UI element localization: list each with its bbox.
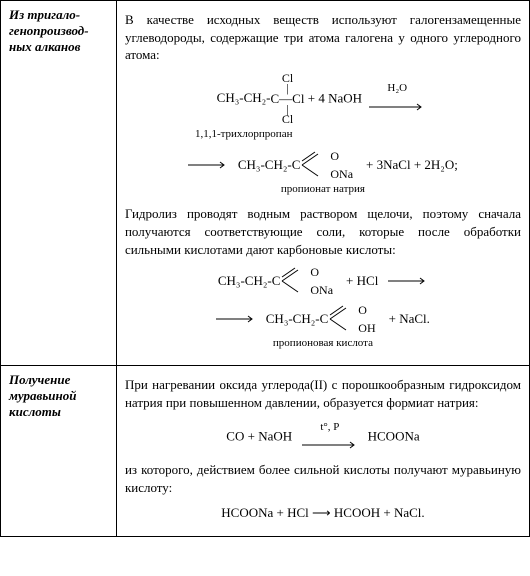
row2-eq1-right: HCOONa — [368, 428, 420, 443]
row2-title: Получение муравьиной кислоты — [9, 372, 76, 419]
eq1-left: CH₃-CH₂- — [217, 90, 271, 105]
eq1-plus: + 4 NaOH — [308, 90, 362, 105]
row2-eq1-cond: t°, P — [302, 420, 358, 435]
eq1-cond: H₂O — [369, 81, 425, 96]
row1-left-cell: Из тригало- генопроизвод- ных алканов — [1, 1, 117, 366]
eq4-tail: + NaCl. — [389, 311, 430, 326]
row2-right-cell: При нагревании оксида углерода(II) с пор… — [116, 366, 529, 537]
bond-icon — [280, 266, 310, 296]
arrow-icon — [369, 103, 425, 111]
eq4-o: O — [358, 304, 375, 316]
eq4-caption: пропионовая кислота — [125, 336, 521, 351]
arrow-icon — [388, 277, 428, 285]
row1-eq2: CH₃-CH₂-C O ONa + 3NaCl + 2H₂O; пропиона… — [125, 150, 521, 197]
eq1-cl-bot: Cl — [271, 113, 305, 125]
eq3-ona: ONa — [310, 284, 333, 296]
table-row: Получение муравьиной кислоты При нагрева… — [1, 366, 530, 537]
eq2-left: CH₃-CH₂-C — [238, 156, 301, 174]
row1-title: Из тригало- генопроизвод- ных алканов — [9, 7, 89, 54]
row1-eq3: CH₃-CH₂-C O ONa + HCl — [125, 266, 521, 296]
eq1-caption: 1,1,1-трихлорпропан — [195, 127, 521, 142]
eq3-plus: + HCl — [346, 273, 378, 288]
row2-eq1: CO + NaOH t°, P HCOONa — [125, 420, 521, 454]
eq4-oh: OH — [358, 322, 375, 334]
row2-left-cell: Получение муравьиной кислоты — [1, 366, 117, 537]
row1-right-cell: В качестве исходных веществ используют г… — [116, 1, 529, 366]
arrow-icon — [188, 161, 228, 169]
eq3-left: CH₃-CH₂-C — [218, 272, 281, 290]
eq4-left: CH₃-CH₂-C — [266, 310, 329, 328]
eq2-tail: + 3NaCl + 2H₂O; — [366, 157, 458, 172]
row1-para1: В качестве исходных веществ используют г… — [125, 11, 521, 64]
arrow-icon — [302, 441, 358, 449]
bond-icon — [328, 304, 358, 334]
arrow-icon — [216, 315, 256, 323]
row2-eq1-left: CO + NaOH — [226, 428, 292, 443]
row2-eq2: HCOONa + HCl ⟶ HCOOH + NaCl. — [125, 504, 521, 522]
eq2-caption: пропионат натрия — [125, 182, 521, 197]
table-row: Из тригало- генопроизвод- ных алканов В … — [1, 1, 530, 366]
row2-para1: При нагревании оксида углерода(II) с пор… — [125, 376, 521, 411]
chemistry-table: Из тригало- генопроизвод- ных алканов В … — [0, 0, 530, 537]
row2-para2: из которого, действием более сильной кис… — [125, 461, 521, 496]
eq2-o: O — [330, 150, 353, 162]
eq3-o: O — [310, 266, 333, 278]
eq2-ona: ONa — [330, 168, 353, 180]
row1-eq4: CH₃-CH₂-C O OH + NaCl. пропионовая кисло… — [125, 304, 521, 351]
row1-eq1: CH₃-CH₂- Cl | C—Cl | Cl + 4 NaOH H₂O 1,1… — [125, 72, 521, 142]
row1-para2: Гидролиз проводят водным раствором щелоч… — [125, 205, 521, 258]
bond-icon — [300, 150, 330, 180]
